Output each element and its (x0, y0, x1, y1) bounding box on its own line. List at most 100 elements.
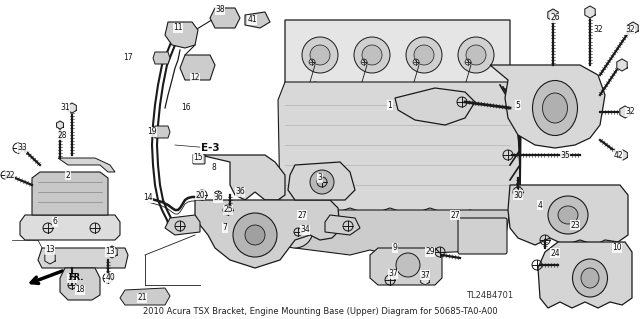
Text: 30: 30 (513, 190, 523, 199)
Polygon shape (620, 106, 630, 118)
Polygon shape (508, 185, 628, 245)
Polygon shape (165, 215, 200, 235)
Polygon shape (420, 275, 429, 285)
Text: 29: 29 (425, 248, 435, 256)
Text: 9: 9 (392, 243, 397, 253)
Text: 41: 41 (247, 16, 257, 25)
Polygon shape (325, 215, 360, 235)
Text: 33: 33 (17, 144, 27, 152)
Polygon shape (395, 88, 475, 125)
Circle shape (396, 253, 420, 277)
Text: 22: 22 (5, 170, 15, 180)
Polygon shape (60, 268, 100, 300)
Text: 35: 35 (560, 151, 570, 160)
Circle shape (233, 213, 277, 257)
Polygon shape (153, 52, 170, 64)
Circle shape (277, 212, 313, 248)
Text: FR.: FR. (68, 273, 83, 283)
Circle shape (406, 37, 442, 73)
Circle shape (414, 45, 434, 65)
Polygon shape (370, 248, 442, 285)
Ellipse shape (543, 93, 568, 123)
Text: 26: 26 (550, 13, 560, 23)
Text: 31: 31 (60, 103, 70, 113)
Text: 16: 16 (181, 103, 191, 113)
Ellipse shape (558, 206, 578, 224)
Polygon shape (32, 172, 108, 215)
Circle shape (458, 37, 494, 73)
Polygon shape (68, 103, 76, 113)
Polygon shape (56, 121, 63, 129)
Text: 38: 38 (215, 5, 225, 14)
Polygon shape (585, 6, 595, 18)
Text: 32: 32 (593, 26, 603, 34)
Polygon shape (180, 55, 215, 80)
Circle shape (287, 222, 303, 238)
Text: 4: 4 (538, 201, 543, 210)
Polygon shape (107, 246, 117, 258)
Polygon shape (548, 9, 558, 21)
Text: 2: 2 (66, 170, 70, 180)
Text: E-3: E-3 (201, 143, 220, 153)
Text: 37: 37 (420, 271, 430, 279)
Text: 32: 32 (625, 26, 635, 34)
Polygon shape (165, 22, 198, 48)
Polygon shape (628, 22, 638, 34)
Text: 27: 27 (297, 211, 307, 219)
Text: 6: 6 (52, 218, 58, 226)
FancyBboxPatch shape (458, 218, 507, 254)
Ellipse shape (573, 259, 607, 297)
Text: 7: 7 (223, 224, 227, 233)
Text: 34: 34 (300, 226, 310, 234)
Polygon shape (285, 210, 510, 255)
Text: 2010 Acura TSX Bracket, Engine Mounting Base (Upper) Diagram for 50685-TA0-A00: 2010 Acura TSX Bracket, Engine Mounting … (143, 308, 497, 316)
Text: 21: 21 (137, 293, 147, 302)
Text: 37: 37 (388, 270, 398, 278)
Text: 3: 3 (317, 174, 323, 182)
Text: 11: 11 (173, 24, 183, 33)
Text: 20: 20 (195, 190, 205, 199)
Text: 5: 5 (516, 100, 520, 109)
Polygon shape (38, 248, 128, 268)
Circle shape (466, 45, 486, 65)
Ellipse shape (532, 80, 577, 136)
Text: 12: 12 (190, 73, 200, 83)
Polygon shape (210, 8, 240, 28)
Circle shape (302, 37, 338, 73)
Text: 13: 13 (45, 246, 55, 255)
Polygon shape (538, 242, 632, 308)
FancyBboxPatch shape (193, 154, 205, 164)
Text: 15: 15 (193, 153, 203, 162)
Circle shape (310, 170, 334, 194)
Text: 27: 27 (450, 211, 460, 219)
Text: 28: 28 (57, 130, 67, 139)
Polygon shape (288, 162, 355, 200)
Ellipse shape (581, 268, 599, 288)
Text: 10: 10 (612, 243, 622, 253)
Text: 17: 17 (123, 54, 133, 63)
Text: 36: 36 (213, 194, 223, 203)
Text: 40: 40 (105, 273, 115, 283)
Polygon shape (200, 155, 285, 200)
Polygon shape (58, 158, 115, 172)
Polygon shape (45, 252, 55, 264)
Text: 8: 8 (212, 164, 216, 173)
Circle shape (362, 45, 382, 65)
Text: 24: 24 (550, 249, 560, 257)
Polygon shape (490, 65, 605, 148)
Text: 39: 39 (67, 273, 77, 283)
Polygon shape (153, 126, 170, 138)
Text: 1: 1 (388, 100, 392, 109)
Polygon shape (278, 82, 520, 215)
Polygon shape (285, 20, 510, 95)
Text: 14: 14 (143, 194, 153, 203)
Text: TL24B4701: TL24B4701 (467, 291, 513, 300)
Polygon shape (617, 59, 627, 71)
Circle shape (245, 225, 265, 245)
Polygon shape (20, 215, 120, 240)
Polygon shape (619, 150, 627, 160)
Circle shape (310, 45, 330, 65)
Ellipse shape (548, 196, 588, 234)
Text: 36: 36 (235, 188, 245, 197)
Polygon shape (245, 12, 270, 28)
